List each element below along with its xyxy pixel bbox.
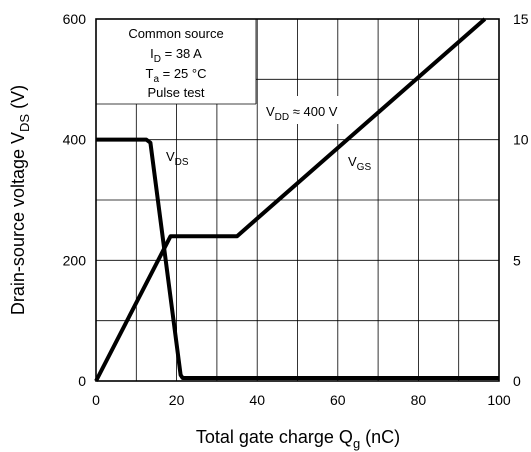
y-axis-title-main: Drain-source voltage V — [8, 132, 28, 315]
y-axis-title-subscript: DS — [17, 114, 32, 132]
grid-lines — [96, 19, 499, 381]
plot-frame — [95, 18, 500, 382]
vds-label-subscript: DS — [175, 157, 189, 168]
vdd-symbol: V — [266, 104, 275, 119]
condition-line-3: Ta = 25 °C — [146, 66, 207, 85]
conditions-box — [96, 19, 256, 104]
vdd-annotation: VDD ≈ 400 V — [266, 104, 338, 123]
series-line-vds — [96, 137, 499, 380]
x-axis-title-unit: (nC) — [360, 427, 400, 447]
y-tick-label: 200 — [63, 252, 87, 268]
y2-tick-label: 10 — [513, 132, 529, 148]
x-tick-label: 40 — [249, 392, 265, 408]
y2-tick-label: 5 — [513, 252, 521, 268]
vdd-label-background — [262, 96, 358, 124]
x-tick-label: 80 — [411, 392, 427, 408]
condition-ta-value: = 25 °C — [159, 66, 206, 81]
x-axis-title: Total gate charge Qg (nC) — [196, 427, 400, 451]
x-tick-label: 100 — [487, 392, 511, 408]
series-layer — [94, 17, 499, 382]
condition-id-value: = 38 A — [161, 46, 202, 61]
y2-tick-label: 0 — [513, 373, 521, 389]
condition-line-2: ID = 38 A — [150, 46, 202, 65]
vds-curve-label: VDS — [166, 149, 189, 168]
condition-ta-subscript: a — [153, 74, 159, 85]
y-axis-title-unit: (V) — [8, 85, 28, 114]
y2-tick-label: 15 — [513, 11, 529, 27]
x-tick-label: 0 — [92, 392, 100, 408]
condition-line-4: Pulse test — [147, 85, 204, 100]
x-axis-title-subscript: g — [353, 436, 360, 451]
vdd-subscript: DD — [275, 112, 289, 123]
y-tick-label: 0 — [78, 373, 86, 389]
condition-ta-symbol: T — [146, 66, 154, 81]
vdd-value: ≈ 400 V — [289, 104, 338, 119]
vds-label-symbol: V — [166, 149, 175, 164]
vgs-label-symbol: V — [348, 154, 357, 169]
vgs-curve-label: VGS — [348, 154, 371, 173]
condition-id-symbol: I — [150, 46, 154, 61]
y-tick-label: 600 — [63, 11, 87, 27]
x-tick-label: 20 — [169, 392, 185, 408]
x-axis-title-main: Total gate charge Q — [196, 427, 353, 447]
condition-line-1: Common source — [128, 26, 223, 41]
x-tick-label: 60 — [330, 392, 346, 408]
vgs-label-subscript: GS — [357, 162, 372, 173]
series-line-vgs — [94, 17, 487, 382]
y-axis-title: Drain-source voltage VDS (V) — [8, 85, 32, 315]
y-tick-label: 400 — [63, 132, 87, 148]
condition-id-subscript: D — [154, 54, 161, 65]
